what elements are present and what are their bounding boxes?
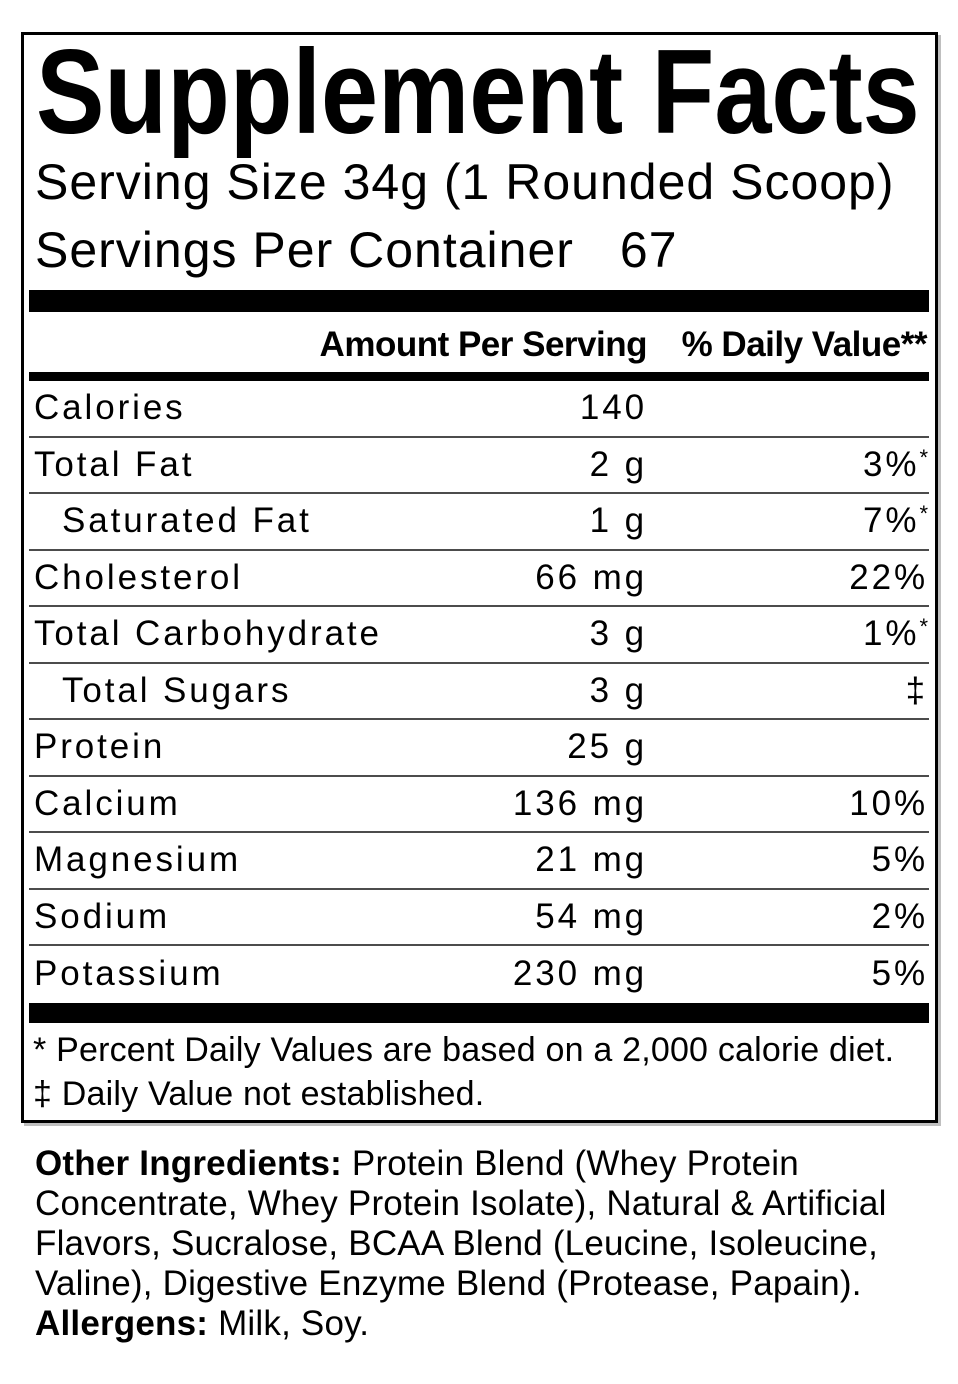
- dv-asterisk: *: [919, 501, 928, 527]
- row-amount: 21 mg: [535, 840, 647, 880]
- servings-per-container-line: Servings Per Container 67: [35, 225, 678, 275]
- header-top-bar: [29, 290, 929, 312]
- row-amount: 136 mg: [512, 783, 647, 823]
- header-separator-bar: [29, 372, 929, 381]
- facts-table: Calories 140 Total Fat 2 g 3%* Saturated…: [29, 381, 929, 1003]
- row-amount: 25 g: [567, 727, 647, 767]
- row-amount: 3 g: [589, 670, 647, 710]
- footnote-not-established: ‡ Daily Value not established.: [33, 1075, 485, 1113]
- row-label: Total Fat: [34, 444, 195, 484]
- row-daily-value: 10%: [849, 783, 928, 823]
- amount-per-serving-header: Amount Per Serving: [319, 325, 648, 364]
- table-row-magnesium: Magnesium 21 mg 5%: [29, 833, 929, 890]
- table-row-potassium: Potassium 230 mg 5%: [29, 946, 929, 1003]
- allergens-heading: Allergens:: [35, 1304, 209, 1343]
- row-amount: 66 mg: [535, 557, 647, 597]
- ingredients-line: Valine), Digestive Enzyme Blend (Proteas…: [35, 1264, 862, 1303]
- ingredients-line: Concentrate, Whey Protein Isolate), Natu…: [35, 1184, 887, 1223]
- allergens-line: Allergens: Milk, Soy.: [35, 1304, 370, 1343]
- servings-per-container-label: Servings Per Container: [35, 222, 574, 278]
- row-label: Cholesterol: [34, 557, 243, 597]
- table-row-cholesterol: Cholesterol 66 mg 22%: [29, 551, 929, 607]
- serving-size-line: Serving Size 34g (1 Rounded Scoop): [35, 154, 895, 210]
- dv-asterisk: *: [919, 444, 928, 470]
- other-ingredients-section: Other Ingredients: Protein Blend (Whey P…: [35, 1144, 887, 1344]
- table-row-calories: Calories 140: [29, 381, 929, 438]
- row-amount: 54 mg: [535, 896, 647, 936]
- row-label: Sodium: [34, 896, 171, 936]
- table-row-protein: Protein 25 g: [29, 720, 929, 777]
- row-daily-value: 5%: [871, 840, 928, 880]
- daily-value-header: % Daily Value**: [681, 325, 928, 364]
- servings-per-container-value: 67: [619, 222, 678, 278]
- row-label: Total Carbohydrate: [34, 614, 382, 654]
- row-amount: 230 mg: [512, 954, 647, 994]
- row-label: Potassium: [34, 954, 224, 994]
- label-title: Supplement Facts: [36, 25, 920, 159]
- row-daily-value: ‡: [905, 670, 928, 710]
- ingredients-line: Other Ingredients: Protein Blend (Whey P…: [35, 1144, 799, 1183]
- row-label: Total Sugars: [62, 670, 292, 710]
- label-border-box: [21, 32, 938, 1123]
- table-row-sodium: Sodium 54 mg 2%: [29, 890, 929, 946]
- footer-separator-bar: [29, 1003, 929, 1023]
- row-daily-value: 3%*: [863, 444, 928, 484]
- row-label: Calcium: [34, 783, 181, 823]
- row-daily-value: 7%*: [863, 501, 928, 541]
- row-amount: 140: [579, 388, 647, 428]
- ingredients-line: Flavors, Sucralose, BCAA Blend (Leucine,…: [35, 1224, 879, 1263]
- table-row-total-sugars: Total Sugars 3 g ‡: [29, 664, 929, 720]
- row-daily-value: 5%: [871, 954, 928, 994]
- row-daily-value: 2%: [871, 896, 928, 936]
- row-label: Saturated Fat: [62, 501, 312, 541]
- row-amount: 3 g: [589, 614, 647, 654]
- row-label: Calories: [34, 388, 186, 428]
- table-row-saturated-fat: Saturated Fat 1 g 7%*: [29, 494, 929, 551]
- footnotes: * Percent Daily Values are based on a 2,…: [33, 1028, 894, 1116]
- other-ingredients-heading: Other Ingredients:: [35, 1144, 342, 1183]
- row-amount: 2 g: [589, 444, 647, 484]
- table-row-calcium: Calcium 136 mg 10%: [29, 777, 929, 833]
- row-label: Magnesium: [34, 840, 242, 880]
- table-row-total-carbohydrate: Total Carbohydrate 3 g 1%*: [29, 607, 929, 664]
- row-daily-value: 22%: [849, 557, 928, 597]
- row-amount: 1 g: [589, 501, 647, 541]
- row-daily-value: 1%*: [863, 614, 928, 654]
- row-label: Protein: [34, 727, 166, 767]
- dv-asterisk: *: [919, 614, 928, 640]
- table-row-total-fat: Total Fat 2 g 3%*: [29, 438, 929, 494]
- footnote-daily-values: * Percent Daily Values are based on a 2,…: [33, 1031, 895, 1069]
